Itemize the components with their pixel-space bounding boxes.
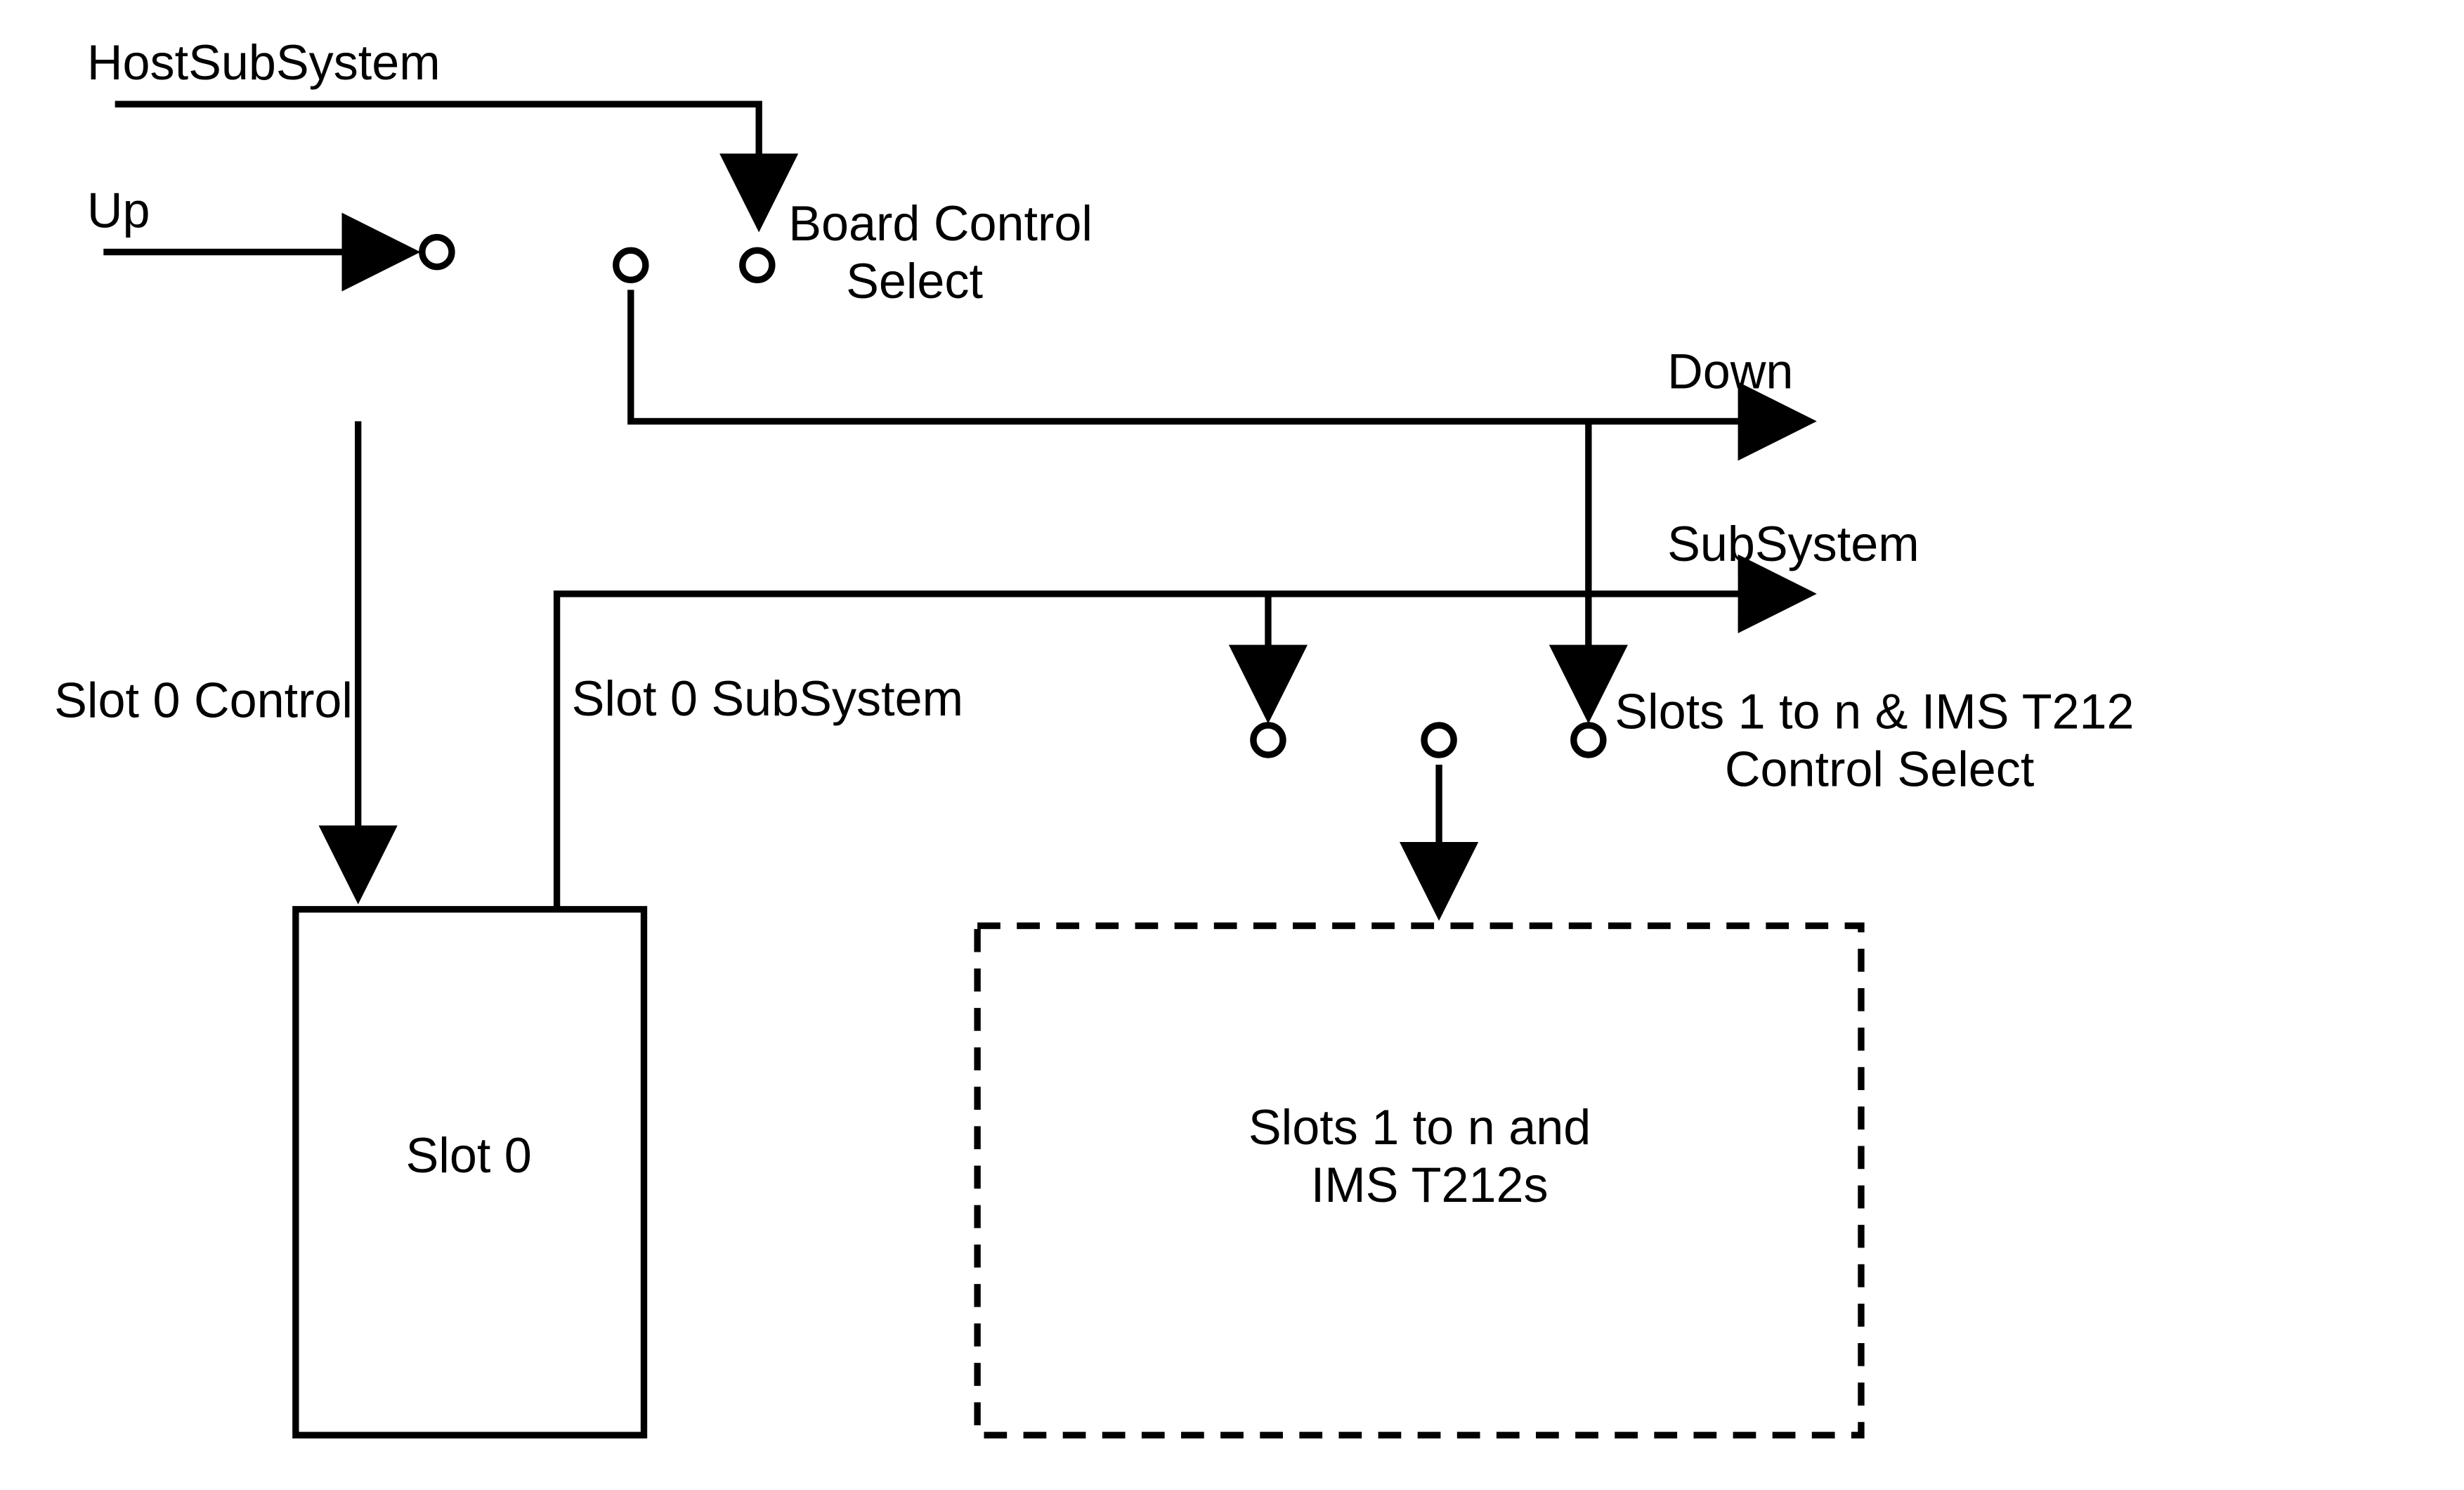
control-diagram: HostSubSystem Up Board ControlSelect Down Su… [0,0,2464,1490]
label-slots_box_l2: IMS T212s [1311,1158,1549,1212]
label-slots_n_ims_l2: Control Select [1725,741,2034,796]
label-slot0_box: Slot 0 [405,1128,531,1183]
terminal-bcs_right [743,250,772,280]
host-subsystem-line [115,104,759,219]
terminal-slots_left [1253,725,1283,755]
label-board_control_select_l1: Board Control [788,196,1093,251]
label-slots_box_l1: Slots 1 to n and [1249,1100,1591,1155]
terminal-up_end [422,238,452,267]
label-slot0_control: Slot 0 Control [54,673,353,727]
label-down: Down [1667,344,1793,399]
label-up: Up [87,183,150,238]
subsystem-main [557,594,1804,909]
terminal-bcs_left [616,250,646,280]
label-slot0_subsystem: Slot 0 SubSystem [572,671,963,726]
terminal-slots_mid [1424,725,1454,755]
label-slots_n_ims_l1: Slots 1 to n & IMS T212 [1615,685,2134,739]
label-subsystem: SubSystem [1667,517,1919,571]
label-host_subsystem: HostSubSystem [87,35,441,90]
board-to-down [631,290,1804,421]
terminal-slots_right [1574,725,1603,755]
label-board_control_select_l2: Select [846,254,983,309]
